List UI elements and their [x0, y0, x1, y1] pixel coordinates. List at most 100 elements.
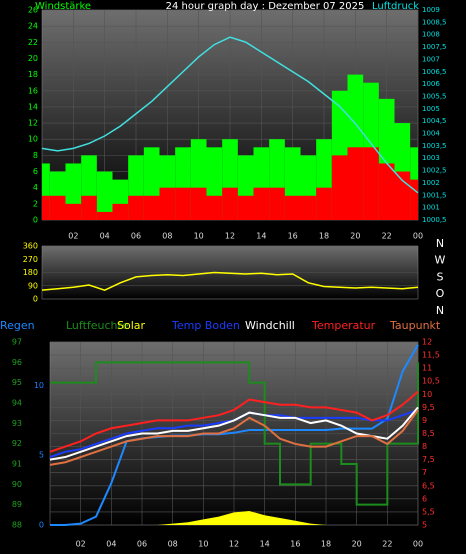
y2-tick-label: 1009 [422, 6, 440, 14]
y2-tick-label: 1007,5 [422, 43, 447, 51]
y2-tick-label: 1002,5 [422, 167, 447, 175]
y2-tick-label: 10,5 [422, 377, 440, 386]
y-tick-label: 95 [12, 378, 22, 387]
wind-bar [347, 147, 364, 220]
y2-tick-label: 1006 [422, 80, 440, 88]
x-tick-label: 00 [413, 232, 423, 241]
wind-bar [159, 187, 176, 220]
x-tick-label: 16 [288, 232, 298, 241]
y-tick-label: 4 [33, 183, 38, 192]
series-line [49, 409, 419, 466]
direction-label: S [437, 270, 444, 283]
y2-tick-label: 1001,5 [422, 191, 447, 199]
y-tick-label: 96 [12, 358, 22, 367]
series-line [41, 271, 419, 291]
wind-bar [96, 171, 113, 220]
y-tick-label: 2 [33, 199, 38, 208]
wind-bar [49, 195, 66, 220]
y-tick-label: 20 [28, 54, 38, 63]
y-tick-label: 10 [28, 135, 38, 144]
series-line [49, 390, 419, 453]
y2-tick-label: 10 [422, 390, 432, 399]
x-tick-label: 08 [162, 232, 172, 241]
y2-tick-label: 1007 [422, 55, 440, 63]
solar-area [50, 511, 418, 525]
y2-tick-label: 1005,5 [422, 92, 447, 100]
y-tick-label: 90 [28, 281, 38, 290]
y-tick-label: 93 [12, 419, 22, 428]
direction-label: W [435, 254, 446, 267]
legend-label: Luftfeuchte [66, 319, 129, 332]
wind-bar [65, 203, 82, 220]
y-axis-label: Windstärke [35, 1, 91, 12]
x-tick-label: 14 [256, 232, 266, 241]
x-tick-label: 06 [131, 232, 141, 241]
wind-bar [378, 163, 395, 220]
y2-tick-label: 1004 [422, 130, 440, 138]
wind-bar [206, 195, 223, 220]
x-tick-label: 10 [198, 540, 208, 549]
legend-label: Regen [0, 319, 35, 332]
wind-bar [316, 187, 332, 220]
direction-label: N [436, 237, 444, 250]
x-tick-label: 08 [168, 540, 178, 549]
x-tick-label: 02 [76, 540, 86, 549]
x-tick-label: 22 [382, 232, 392, 241]
y-tick-label: 270 [23, 255, 38, 264]
wind-bar [253, 187, 270, 220]
x-tick-label: 18 [319, 232, 329, 241]
wind-bar [363, 147, 379, 220]
series-line [50, 344, 419, 526]
humidity-line [50, 361, 419, 506]
y2-tick-label: 1005 [422, 105, 440, 113]
legend-label: Taupunkt [389, 319, 441, 332]
wind-bar [237, 195, 254, 220]
y-tick-label: 22 [28, 38, 38, 47]
y-tick-label: 0 [33, 295, 38, 304]
x-tick-label: 14 [260, 540, 270, 549]
wind-bar [42, 163, 50, 220]
y2-tick-label: 11,5 [422, 351, 440, 360]
wind-bar [96, 211, 113, 220]
x-tick-label: 12 [229, 540, 239, 549]
y2-tick-label: 7 [422, 468, 427, 477]
direction-label: O [436, 287, 445, 300]
y2-tick-label: 1004,5 [422, 117, 447, 125]
series-line [41, 36, 419, 194]
wind-bar [222, 187, 238, 220]
x-tick-label: 02 [68, 232, 78, 241]
y2-tick-label: 8 [422, 442, 427, 451]
wind-bar [81, 195, 97, 220]
y2-tick-label: 5 [422, 521, 427, 530]
y2-tick-label: 7,5 [422, 455, 435, 464]
wind-bar [42, 195, 50, 220]
wind-bar [284, 195, 301, 220]
y-tick-label: 88 [12, 521, 22, 530]
x-tick-label: 12 [225, 232, 235, 241]
y-tick-label: 24 [28, 22, 38, 31]
y-tick-label: 94 [12, 399, 22, 408]
y-tick-label: 180 [23, 268, 38, 277]
y-tick-label: 26 [28, 6, 38, 15]
y3-tick-label: 10 [34, 381, 44, 390]
y2-tick-label: 1001 [422, 204, 440, 212]
y-tick-label: 6 [33, 167, 38, 176]
y-tick-label: 14 [28, 102, 38, 111]
y-tick-label: 360 [23, 242, 38, 251]
x-tick-label: 00 [413, 540, 423, 549]
y2-tick-label: 1002 [422, 179, 440, 187]
x-tick-label: 20 [352, 540, 362, 549]
series-line [49, 406, 419, 461]
y2-tick-label: 9 [422, 416, 427, 425]
y2-tick-label: 1006,5 [422, 68, 447, 76]
wind-bar [410, 179, 418, 220]
wind-bar [300, 195, 317, 220]
chart-title: 24 hour graph day : Dezember 07 2025 [166, 1, 365, 12]
x-tick-label: 20 [350, 232, 360, 241]
y2-tick-label: 1008 [422, 31, 440, 39]
y2-tick-label: 1008,5 [422, 18, 447, 26]
wind-bar [331, 155, 348, 220]
x-tick-label: 22 [382, 540, 392, 549]
y-tick-label: 12 [28, 119, 38, 128]
